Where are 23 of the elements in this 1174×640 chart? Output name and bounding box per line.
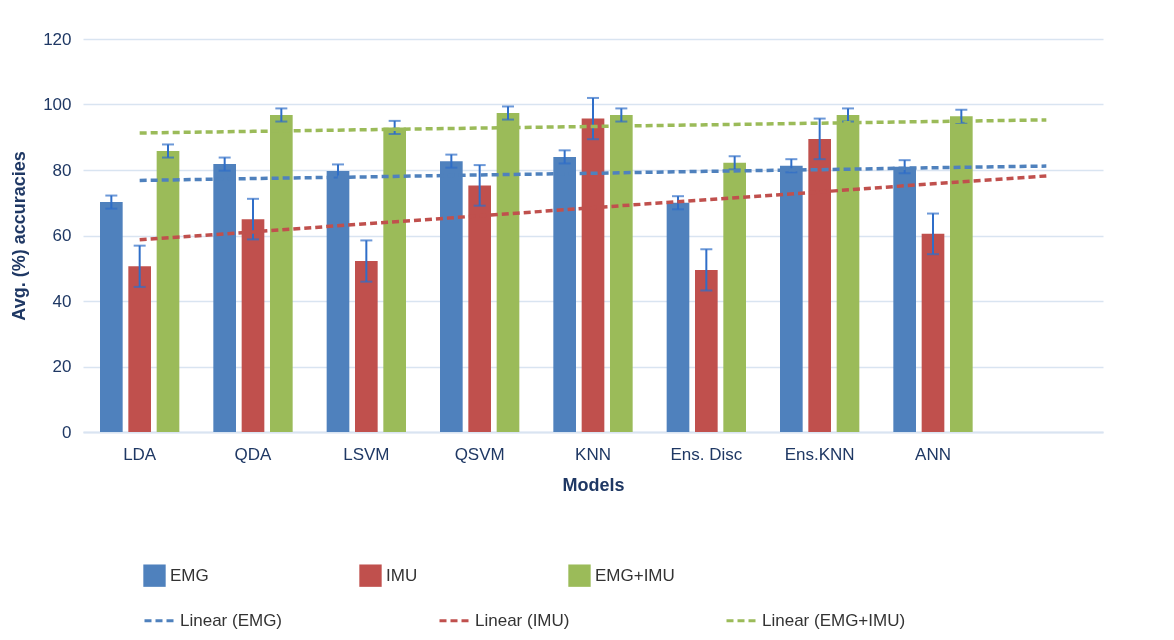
legend-label: EMG — [170, 565, 209, 585]
y-tick-label: 100 — [43, 95, 72, 114]
legend-label: EMG+IMU — [595, 565, 675, 585]
legend-label: Linear (EMG) — [180, 610, 283, 630]
x-axis-title: Models — [562, 474, 625, 495]
x-tick-label: LDA — [123, 444, 157, 464]
x-tick-label: Ens.KNN — [784, 444, 855, 464]
legend-label: Linear (IMU) — [475, 610, 570, 630]
x-tick-label: LSVM — [343, 444, 390, 464]
legend-label: Linear (EMG+IMU) — [762, 610, 906, 630]
x-tick-label: QDA — [234, 444, 273, 464]
y-tick-label: 60 — [52, 226, 72, 245]
y-tick-label: 40 — [52, 291, 72, 311]
y-tick-label: 20 — [52, 357, 72, 376]
x-tick-label: Ens. Disc — [670, 444, 743, 464]
x-tick-label: QSVM — [454, 444, 505, 464]
x-tick-label: KNN — [575, 444, 611, 464]
y-tick-label: 80 — [52, 160, 72, 180]
y-tick-label: 0 — [62, 422, 72, 442]
y-tick-label: 120 — [43, 29, 72, 49]
y-axis-title: Avg. (%) accuracies — [9, 151, 30, 321]
legend-label: IMU — [386, 565, 418, 585]
x-tick-label: ANN — [915, 444, 951, 464]
